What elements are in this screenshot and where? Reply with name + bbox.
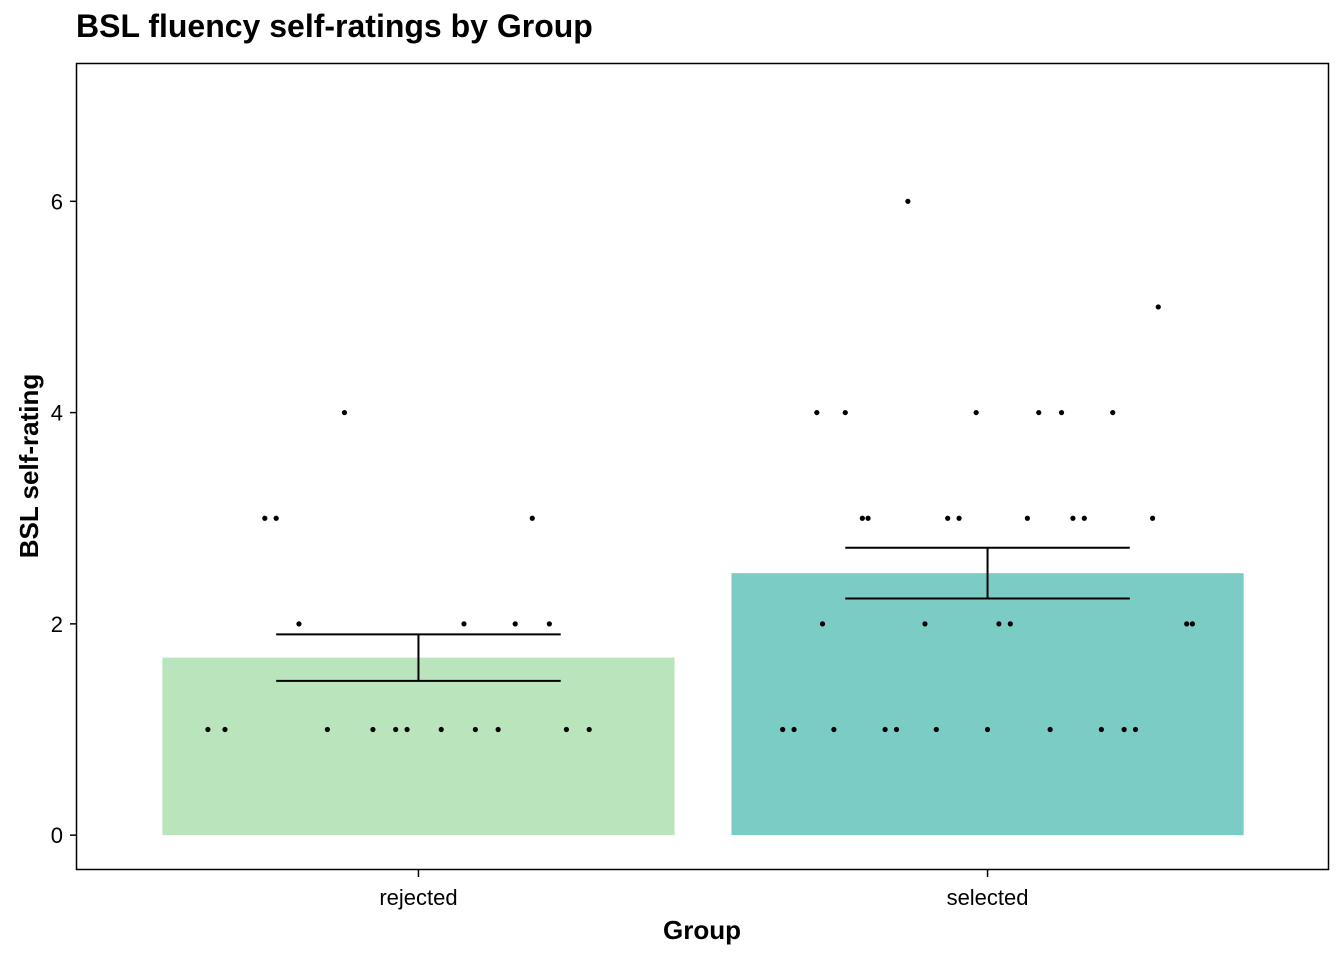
data-point (780, 726, 786, 733)
data-point (1007, 621, 1013, 627)
y-axis-title: BSL self-rating (14, 374, 44, 558)
data-point (546, 621, 552, 627)
data-point (438, 726, 444, 733)
data-point (819, 621, 826, 627)
bars-layer (162, 573, 1244, 836)
data-point (1184, 621, 1190, 627)
data-point (273, 515, 279, 521)
x-tick-label-selected: selected (947, 885, 1029, 910)
data-point (956, 515, 962, 521)
data-point (495, 726, 501, 733)
data-point (945, 515, 951, 521)
data-point (1081, 515, 1087, 521)
data-point (814, 409, 820, 416)
data-point (324, 726, 330, 733)
data-point (859, 515, 865, 521)
data-point (893, 726, 900, 733)
data-point (586, 726, 592, 733)
data-point (370, 726, 376, 733)
data-point (1070, 515, 1076, 521)
x-tick-label-rejected: rejected (379, 885, 457, 910)
data-point (973, 409, 979, 416)
data-point (933, 726, 939, 733)
data-point (472, 726, 478, 733)
data-point (341, 409, 348, 416)
data-point (563, 726, 570, 733)
data-point (1024, 515, 1030, 521)
data-point (1149, 515, 1156, 521)
y-tick-label-2: 2 (51, 612, 63, 637)
data-point (905, 198, 911, 204)
data-point (1155, 304, 1161, 310)
data-point (296, 621, 302, 627)
y-tick-label-0: 0 (51, 823, 63, 848)
data-point (1189, 621, 1196, 627)
data-point (842, 409, 848, 416)
data-point (996, 621, 1002, 627)
error-bars-layer (276, 546, 1130, 682)
y-tick-label-4: 4 (51, 401, 63, 426)
data-point (1110, 409, 1116, 416)
plot-panel-border (75, 62, 1330, 871)
data-point (222, 726, 228, 733)
bar-selected (731, 573, 1244, 836)
data-point (1121, 726, 1127, 733)
data-point (984, 726, 991, 733)
data-point (1058, 409, 1065, 416)
data-point (461, 621, 467, 627)
y-axis: 0 2 4 6 (51, 189, 77, 848)
x-axis: rejected selected (379, 870, 1029, 910)
data-point (1132, 726, 1139, 733)
data-point (529, 515, 535, 521)
data-point (831, 726, 837, 733)
x-axis-title: Group (663, 915, 741, 945)
data-point (791, 726, 797, 733)
chart-title: BSL fluency self-ratings by Group (76, 8, 593, 44)
data-point (262, 515, 268, 521)
data-point (1098, 726, 1104, 733)
data-point (393, 726, 399, 733)
data-points-layer (205, 198, 1196, 733)
y-tick-label-6: 6 (51, 189, 63, 214)
data-point (865, 515, 871, 521)
data-point (205, 726, 211, 733)
data-point (1047, 726, 1053, 733)
data-point (1036, 409, 1042, 416)
data-point (882, 726, 888, 733)
bar-rejected (162, 657, 675, 836)
data-point (922, 621, 928, 627)
data-point (512, 621, 518, 627)
data-point (404, 726, 410, 733)
